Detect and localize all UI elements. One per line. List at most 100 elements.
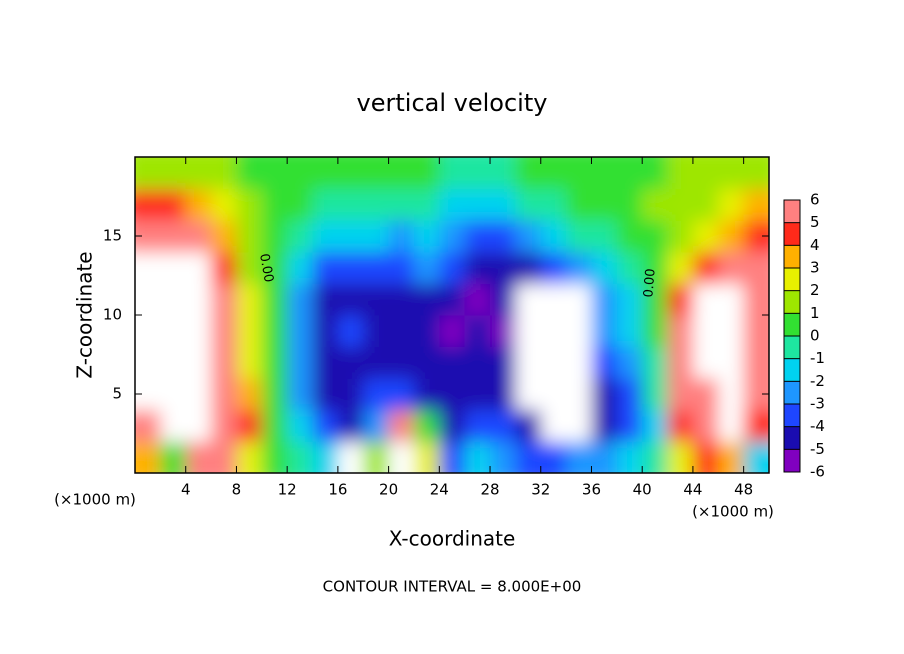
colorbar-segment xyxy=(784,404,800,427)
colorbar-label: 5 xyxy=(810,213,820,231)
x-tick-label: 20 xyxy=(379,481,398,499)
cell xyxy=(616,283,643,316)
cell xyxy=(439,157,466,190)
cell xyxy=(312,409,339,442)
cell xyxy=(185,378,212,411)
y-tick-label: 10 xyxy=(103,306,122,324)
cell xyxy=(540,378,567,411)
cell xyxy=(160,378,187,411)
cell xyxy=(236,409,263,442)
cell xyxy=(211,283,237,316)
cell xyxy=(692,346,719,379)
cell xyxy=(642,283,669,316)
cell xyxy=(515,315,542,348)
cell xyxy=(566,346,592,379)
cell xyxy=(135,188,161,221)
cell xyxy=(642,315,669,348)
cell xyxy=(718,283,745,316)
cell xyxy=(667,409,694,442)
cell xyxy=(692,220,719,253)
cell xyxy=(718,378,745,411)
x-unit-label: (×1000 m) xyxy=(54,491,136,509)
cell xyxy=(667,157,694,190)
cell xyxy=(388,409,415,442)
cell xyxy=(388,188,415,221)
cell xyxy=(439,315,466,348)
cell xyxy=(363,188,390,221)
cell xyxy=(413,378,440,411)
cell xyxy=(490,346,516,379)
y-tick-label: 15 xyxy=(103,227,122,245)
cell xyxy=(692,409,719,442)
cell xyxy=(464,409,491,442)
cell xyxy=(363,283,390,316)
cell xyxy=(185,441,212,473)
cell xyxy=(743,409,769,442)
cell xyxy=(363,251,390,284)
cell xyxy=(667,441,694,473)
cell xyxy=(312,378,339,411)
cell xyxy=(388,378,415,411)
cell xyxy=(667,220,694,253)
cell xyxy=(337,315,364,348)
cell xyxy=(287,441,314,473)
cell xyxy=(616,441,643,473)
cell xyxy=(642,409,669,442)
colorbar-label: 3 xyxy=(810,259,820,277)
cell xyxy=(312,315,339,348)
cell xyxy=(211,157,237,190)
cell xyxy=(261,283,288,316)
colorbar-label: 0 xyxy=(810,327,820,345)
cell xyxy=(236,378,263,411)
cell xyxy=(718,157,745,190)
cell xyxy=(185,315,212,348)
cell xyxy=(540,441,567,473)
cell xyxy=(413,251,440,284)
x-unit-label: (×1000 m) xyxy=(692,503,774,521)
cell xyxy=(160,441,187,473)
cell xyxy=(388,346,415,379)
cell xyxy=(363,220,390,253)
cell xyxy=(515,220,542,253)
cell xyxy=(388,251,415,284)
cell xyxy=(135,315,161,348)
cell xyxy=(642,188,669,221)
colorbar-segment xyxy=(784,222,800,246)
cell xyxy=(566,283,592,316)
cell xyxy=(413,283,440,316)
cell xyxy=(591,346,618,379)
cell xyxy=(312,346,339,379)
cell xyxy=(363,315,390,348)
cell xyxy=(591,378,618,411)
cell xyxy=(312,188,339,221)
cell xyxy=(616,251,643,284)
cell xyxy=(464,157,491,190)
cell xyxy=(185,220,212,253)
colorbar-segment xyxy=(784,381,800,404)
cell xyxy=(464,220,491,253)
chart-title: vertical velocity xyxy=(357,89,548,117)
cell xyxy=(413,441,440,473)
cell xyxy=(490,378,516,411)
cell xyxy=(388,220,415,253)
cell xyxy=(692,283,719,316)
colorbar-segment xyxy=(784,290,800,314)
cell xyxy=(135,409,161,442)
cell xyxy=(515,251,542,284)
cell xyxy=(515,378,542,411)
colorbar-label: -5 xyxy=(810,440,825,458)
y-axis-label: Z-coordinate xyxy=(73,251,97,378)
cell xyxy=(743,315,769,348)
x-tick-label: 32 xyxy=(531,481,550,499)
cell xyxy=(160,409,187,442)
cell xyxy=(413,409,440,442)
cell xyxy=(743,157,769,190)
cell xyxy=(464,315,491,348)
cell xyxy=(515,157,542,190)
cell xyxy=(287,315,314,348)
cell xyxy=(439,220,466,253)
cell xyxy=(464,251,491,284)
colorbar-segment xyxy=(784,200,800,223)
cell xyxy=(591,409,618,442)
cell xyxy=(160,220,187,253)
